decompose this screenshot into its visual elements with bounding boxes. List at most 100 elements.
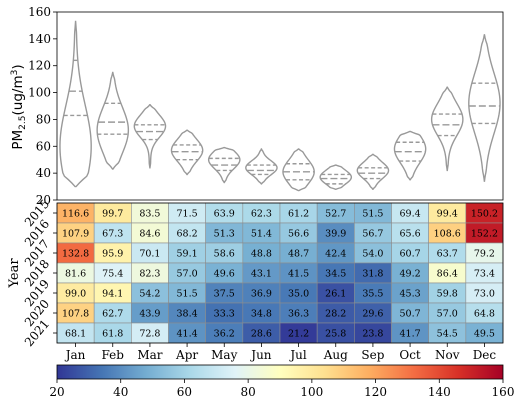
heatmap-cell-value: 81.6 [65,269,86,280]
violin-body [393,130,427,181]
heatmap-cell-value: 86.4 [437,269,458,280]
heatmap-cell-value: 63.9 [214,209,235,220]
heatmap-cell-value: 82.3 [139,269,160,280]
heatmap-xtick-label: Aug [323,348,348,362]
heatmap-cell-value: 37.5 [214,289,235,300]
heatmap-cell-value: 36.3 [288,309,309,320]
heatmap-cell-value: 108.6 [434,229,461,240]
heatmap-xtick-label: Feb [102,348,125,362]
heatmap-cell-value: 43.9 [139,309,160,320]
heatmap-cell-value: 35.0 [288,289,309,300]
heatmap-cell-value: 107.9 [62,229,89,240]
heatmap-cell-value: 72.8 [139,329,160,340]
heatmap-cell-value: 99.0 [65,289,86,300]
heatmap-cell-value: 52.7 [325,209,346,220]
violin-ytick-label: 20 [36,193,51,207]
heatmap-cell-value: 107.8 [62,309,89,320]
heatmap-cell-value: 61.2 [288,209,309,220]
heatmap-cell-value: 116.6 [62,209,89,220]
heatmap-cell-value: 61.8 [102,329,123,340]
heatmap-cell-value: 41.5 [288,269,309,280]
colorbar-tick-label: 60 [177,385,192,399]
violin-y-axis: 20 40 60 80 100 120 140 160 [28,5,57,207]
heatmap-cell-value: 54.5 [437,329,458,340]
heatmap-cell-value: 56.6 [288,229,309,240]
ylabel-unit: (ug/m [10,75,26,115]
heatmap-cell-value: 75.4 [102,269,123,280]
violin-body [59,20,92,188]
heatmap-cell-value: 51.4 [251,229,272,240]
heatmap-xtick-label: Jul [288,348,307,362]
heatmap-cell-value: 62.7 [102,309,123,320]
heatmap-cell-value: 45.3 [400,289,421,300]
heatmap-cell-value: 152.2 [471,229,498,240]
heatmap-xtick-label: Jun [249,348,272,362]
colorbar-ticks: 20 40 60 80 100 120 140 160 [49,379,514,399]
violin-body [430,86,464,172]
ylabel-superscript: 3 [10,70,20,76]
heatmap-cell-value: 28.6 [251,329,272,340]
heatmap-cell-value: 99.4 [437,209,458,220]
violin-body [282,148,315,192]
heatmap-cell-value: 49.5 [474,329,495,340]
violin-panel: 20 40 60 80 100 120 140 160 PM2.5(ug/m3) [10,5,504,207]
heatmap-cell-value: 51.5 [177,289,198,300]
colorbar-tick-label: 120 [364,385,387,399]
heatmap-xtick-label: May [211,348,237,362]
colorbar-tick-label: 100 [300,385,323,399]
heatmap-xtick-label: Oct [399,348,421,362]
heatmap-cell-value: 57.0 [437,309,458,320]
violin-body [356,153,390,190]
violin-body [96,71,130,170]
colorbar-tick-label: 80 [241,385,256,399]
heatmap-cell-value: 71.5 [177,209,198,220]
heatmap-cell-value: 56.7 [362,229,383,240]
heatmap-cell-value: 54.2 [139,289,160,300]
heatmap-cell-value: 36.2 [214,329,235,340]
ylabel-main: PM [10,130,26,150]
heatmap-cell-value: 49.2 [400,269,421,280]
heatmap-cell-value: 23.8 [362,329,383,340]
heatmap-cell-value: 39.9 [325,229,346,240]
heatmap-cells: 116.6 99.7 83.5 71.5 63.9 62.3 61.2 52.7 51.5 69.… [56,202,504,344]
heatmap-xtick-label: Dec [473,348,497,362]
heatmap-cell-value: 132.8 [62,249,89,260]
violin-ytick-label: 100 [28,86,51,100]
heatmap-cell-value: 79.2 [474,249,495,260]
heatmap-xtick-label: Mar [137,348,162,362]
ylabel-subscript: 2.5 [18,115,28,129]
heatmap-cell-value: 95.9 [102,249,123,260]
violin-plot-frame [56,11,504,201]
heatmap-cell-value: 31.8 [362,269,383,280]
heatmap-x-axis: Jan Feb Mar Apr May Jun Jul Aug Sep Oct Nov Dec [64,343,497,362]
violin-ytick-label: 160 [28,5,51,19]
heatmap-cell-value: 68.2 [177,229,198,240]
heatmap-cell-value: 62.3 [251,209,272,220]
violin-ytick-label: 140 [28,32,51,46]
heatmap-xtick-label: Nov [435,348,460,362]
colorbar-gradient [56,364,504,380]
heatmap-cell-value: 25.8 [325,329,346,340]
colorbar: 20 40 60 80 100 120 140 160 [49,364,514,399]
heatmap-cell-value: 42.4 [325,249,346,260]
heatmap-cell-value: 33.3 [214,309,235,320]
heatmap-cell-value: 64.8 [474,309,495,320]
heatmap-cell-value: 68.1 [65,329,86,340]
colorbar-tick-label: 140 [428,385,451,399]
heatmap-cell-value: 49.6 [214,269,235,280]
violin-body [133,103,167,169]
heatmap-cell-value: 59.1 [177,249,198,260]
heatmap-cell-value: 60.7 [400,249,421,260]
ylabel-close: ) [10,64,26,69]
violin-y-axis-label: PM2.5(ug/m3) [10,64,28,149]
heatmap-cell-value: 51.3 [214,229,235,240]
heatmap-cell-value: 94.1 [102,289,123,300]
violin-body [319,164,353,190]
heatmap-cell-value: 63.7 [437,249,458,260]
heatmap-cell-value: 83.5 [139,209,160,220]
heatmap-cell-value: 150.2 [471,209,498,220]
colorbar-tick-label: 160 [492,385,515,399]
heatmap-cell-value: 41.7 [400,329,421,340]
heatmap-cell-value: 69.4 [400,209,421,220]
